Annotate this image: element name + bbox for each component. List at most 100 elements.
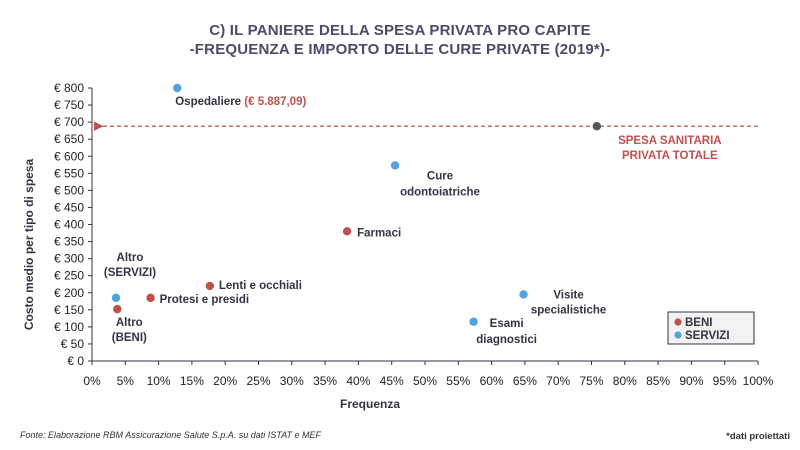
data-label-text: specialistiche — [531, 304, 606, 316]
data-marker — [111, 293, 121, 303]
y-tick-label: € 800 — [54, 81, 84, 95]
x-tick-label: 65% — [513, 374, 537, 388]
y-tick-label: € 50 — [61, 337, 85, 351]
y-tick-label: € 200 — [54, 286, 84, 300]
y-tick-label: € 550 — [54, 166, 84, 180]
data-label: Ospedaliere (€ 5.887,09) — [175, 96, 306, 108]
x-tick-label: 45% — [380, 374, 404, 388]
data-marker — [342, 227, 352, 236]
data-marker — [205, 281, 215, 291]
point-servizi: Visite specialistiche — [519, 289, 606, 316]
y-tick-label: € 400 — [54, 218, 84, 232]
data-label: Farmaci — [357, 227, 401, 239]
x-tick-label: 100% — [743, 374, 774, 388]
data-label-text: (SERVIZI) — [104, 267, 156, 279]
y-tick-label: € 300 — [54, 252, 84, 266]
y-tick-label: € 150 — [54, 303, 84, 317]
point-servizi: Cure odontoiatriche — [390, 161, 480, 198]
data-label-text: Ospedaliere — [175, 96, 241, 108]
x-tick-label: 80% — [613, 374, 637, 388]
data-label: SPESA SANITARIA — [618, 135, 722, 147]
x-tick-label: 70% — [546, 374, 570, 388]
data-label-text: Altro — [116, 317, 143, 329]
legend-marker-servizi — [674, 331, 682, 339]
point-servizi: Altro (SERVIZI) — [104, 252, 156, 303]
footnote: *dati proiettati — [726, 431, 790, 442]
y-tick-label: € 250 — [54, 269, 84, 283]
x-tick-label: 25% — [246, 374, 270, 388]
data-label-text: odontoiatriche — [400, 186, 480, 198]
x-tick-label: 40% — [346, 374, 370, 388]
point-servizi: Ospedaliere (€ 5.887,09) — [173, 83, 306, 108]
x-tick-label: 5% — [117, 374, 135, 388]
point-beni: Farmaci — [342, 227, 401, 239]
data-label: (SERVIZI) — [104, 267, 156, 279]
x-tick-label: 50% — [413, 374, 437, 388]
x-tick-label: 55% — [446, 374, 470, 388]
data-label-text: (BENI) — [112, 332, 147, 344]
point-beni: Altro (BENI) — [112, 304, 147, 344]
data-label: Altro — [117, 252, 144, 264]
point-servizi: Esami diagnostici — [469, 317, 537, 346]
data-label-text: Visite — [553, 289, 583, 301]
point-beni: Protesi e presidi — [146, 293, 249, 306]
y-tick-label: € 700 — [54, 115, 84, 129]
legend-marker-beni — [674, 318, 682, 326]
legend-box — [667, 311, 755, 345]
data-label-text: Cure — [427, 170, 453, 182]
data-marker — [173, 83, 182, 93]
data-label: PRIVATA TOTALE — [622, 150, 718, 162]
data-marker — [592, 122, 602, 131]
point-totale: SPESA SANITARIA PRIVATA TOTALE — [592, 122, 722, 162]
data-label: Visite — [553, 289, 583, 301]
data-label: Esami — [490, 318, 524, 330]
x-tick-label: 10% — [147, 374, 171, 388]
x-tick-label: 15% — [180, 374, 204, 388]
data-label: Cure — [427, 170, 453, 182]
data-label-text: Protesi e presidi — [160, 294, 249, 306]
legend-label-servizi: SERVIZI — [685, 330, 730, 342]
data-label-text: Lenti e occhiali — [219, 280, 302, 292]
x-tick-label: 95% — [713, 374, 737, 388]
x-tick-label: 75% — [579, 374, 603, 388]
legend-label-beni: BENI — [685, 317, 712, 329]
y-tick-label: € 500 — [54, 183, 84, 197]
x-tick-label: 90% — [679, 374, 703, 388]
source-note: Fonte: Elaborazione RBM Assicurazione Sa… — [20, 430, 321, 440]
x-tick-label: 0% — [83, 374, 101, 388]
data-label: Lenti e occhiali — [219, 280, 302, 292]
y-tick-label: € 350 — [54, 235, 84, 249]
x-tick-label: 35% — [313, 374, 337, 388]
y-tick-label: € 650 — [54, 132, 84, 146]
x-tick-label: 30% — [280, 374, 304, 388]
data-label: Altro — [116, 317, 143, 329]
y-tick-label: € 450 — [54, 200, 84, 214]
y-tick-label: € 100 — [54, 320, 84, 334]
data-marker — [469, 317, 478, 326]
data-label-text: PRIVATA TOTALE — [622, 150, 718, 162]
data-label-text: diagnostici — [476, 334, 537, 346]
data-marker — [519, 290, 528, 299]
data-label-text: Esami — [490, 318, 524, 330]
y-tick-label: € 600 — [54, 149, 84, 163]
data-label-extra: (€ 5.887,09) — [241, 96, 306, 108]
data-label: diagnostici — [476, 334, 537, 346]
data-label-text: Altro — [117, 252, 144, 264]
x-tick-label: 20% — [213, 374, 237, 388]
y-tick-label: € 0 — [67, 354, 84, 368]
chart-title: C) IL PANIERE DELLA SPESA PRIVATA PRO CA… — [209, 22, 591, 39]
data-label-text: Farmaci — [357, 227, 401, 239]
data-label-text: SPESA SANITARIA — [618, 135, 722, 147]
x-tick-label: 60% — [480, 374, 504, 388]
data-marker — [146, 293, 155, 303]
chart-subtitle: -FREQUENZA E IMPORTO DELLE CURE PRIVATE … — [189, 41, 611, 58]
point-beni: Lenti e occhiali — [205, 280, 302, 292]
data-label: (BENI) — [112, 332, 147, 344]
data-marker — [390, 161, 400, 170]
data-label: Protesi e presidi — [160, 294, 249, 306]
data-marker — [113, 304, 122, 314]
data-points: Altro (BENI) Protesi e presidi Lenti e occh… — [104, 83, 722, 346]
axes: 0% 5% 10% 15% 20% 25% 30% 35% 40% 45% 50% 55% 60% 65%… — [22, 81, 774, 411]
x-axis-title: Frequenza — [340, 397, 400, 411]
